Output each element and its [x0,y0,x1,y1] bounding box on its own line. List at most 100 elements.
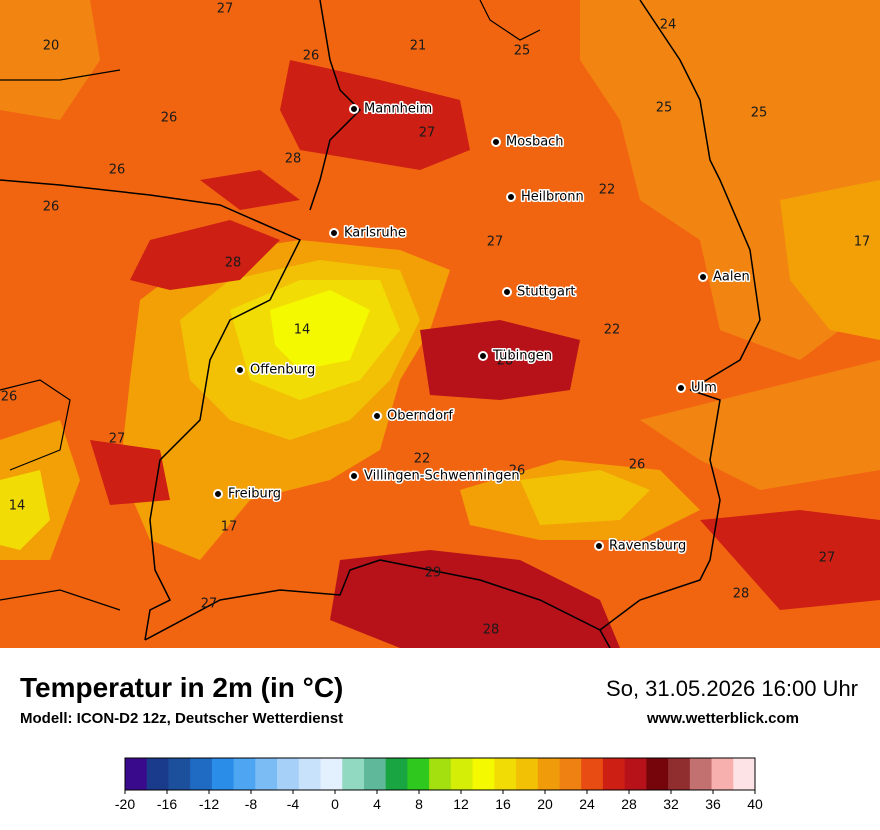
city-marker: Ravensburg [594,537,688,555]
legend-tick-label: -8 [245,796,258,812]
temperature-label: 17 [854,235,871,250]
temperature-label: 27 [819,551,836,566]
temperature-label: 25 [514,44,531,59]
temperature-label: 22 [599,183,616,198]
city-dot [329,228,339,238]
legend-swatch [342,758,365,790]
city-name: Oberndorf [387,409,453,424]
temperature-label: 26 [509,464,526,479]
legend-swatch [581,758,604,790]
color-legend: -20 -16 -12 -8 -4 0 4 8 12 16 20 24 28 32 36 40 [115,757,763,812]
temperature-label: 26 [161,111,178,126]
legend-swatch [211,758,235,790]
legend-tick-label: -4 [287,796,300,812]
temperature-label: 28 [225,256,242,271]
temperature-label: 27 [487,235,504,250]
city-dot [506,192,516,202]
city-name: Tübingen [492,349,552,364]
temperature-label: 20 [43,39,60,54]
legend-swatch [689,758,713,790]
legend-swatch [363,758,387,790]
legend-swatch [494,758,517,790]
city-dot [594,541,604,551]
temperature-label: 28 [285,152,302,167]
temperature-label: 27 [419,126,436,141]
city-marker: Mannheim [349,100,434,118]
temperature-label: 25 [751,106,768,121]
legend-tick-label: 32 [663,796,679,812]
city-name: Mosbach [506,135,564,150]
temperature-map: 27 20 26 21 25 24 25 25 26 27 28 26 22 26 27 17 28 14 22 26… [0,0,880,648]
city-dot [478,351,488,361]
legend-tick-label: 20 [537,796,553,812]
city-marker: Stuttgart [502,283,577,301]
city-name: Stuttgart [517,285,575,300]
temperature-label: 25 [656,101,673,116]
legend-swatch [407,758,430,790]
temperature-label: 28 [483,623,500,638]
temperature-label: 14 [294,323,311,338]
city-name: Karlsruhe [344,226,406,241]
legend-swatch [233,758,256,790]
legend-swatch [602,758,626,790]
legend-tick-label: -16 [157,796,177,812]
city-marker: Heilbronn [506,188,585,206]
city-marker: Freiburg [213,485,283,503]
temperature-label: 26 [1,390,18,405]
legend-tick-label: 4 [373,796,381,812]
legend-swatch [320,758,343,790]
temperature-label: 29 [425,566,442,581]
temperature-label: 26 [109,163,126,178]
legend-tick-label: 28 [621,796,637,812]
legend-swatch [537,758,560,790]
map-title: Temperatur in 2m (in °C) [20,672,344,703]
temperature-label: 21 [410,39,427,54]
legend-swatch [298,758,322,790]
city-dot [349,471,359,481]
temperature-label: 26 [303,49,320,64]
legend-tick-label: 36 [705,796,721,812]
legend-swatch [668,758,691,790]
legend-swatch [472,758,495,790]
city-marker: Mosbach [491,133,565,151]
city-marker: Oberndorf [372,407,455,425]
legend-tick-label: 24 [579,796,595,812]
legend-tick-label: 12 [453,796,469,812]
city-marker: Aalen [698,268,751,286]
city-dot [213,489,223,499]
temperature-label: 26 [43,200,60,215]
legend-swatch [429,758,452,790]
city-dot [502,287,512,297]
legend-tick-label: 40 [747,796,763,812]
legend-tick-label: -12 [199,796,219,812]
legend-swatch [733,758,756,790]
temperature-label: 27 [217,2,234,17]
legend-swatch [450,758,474,790]
legend-swatch [559,758,582,790]
city-name: Villingen-Schwenningen [364,469,520,484]
temperature-label: 27 [109,432,126,447]
city-dot [676,383,686,393]
legend-swatch [168,758,191,790]
city-marker: Karlsruhe [329,224,407,242]
city-dot [491,137,501,147]
legend-tick-label: -20 [115,796,135,812]
legend-tick-label: 0 [331,796,339,812]
forecast-datetime: So, 31.05.2026 16:00 Uhr [606,676,858,701]
website-link[interactable]: www.wetterblick.com [647,710,799,727]
legend-tick-label: 16 [495,796,511,812]
legend-swatch [125,758,148,790]
legend-swatch [146,758,169,790]
legend-swatch [277,758,300,790]
legend-swatch [624,758,647,790]
model-info: Modell: ICON-D2 12z, Deutscher Wetterdie… [20,710,344,727]
city-name: Ravensburg [609,539,686,554]
city-name: Aalen [713,270,750,285]
city-dot [698,272,708,282]
city-name: Heilbronn [521,190,584,205]
legend-swatch [646,758,669,790]
temperature-label: 22 [414,452,431,467]
legend-swatch [711,758,734,790]
city-dot [372,411,382,421]
legend-swatch [190,758,213,790]
